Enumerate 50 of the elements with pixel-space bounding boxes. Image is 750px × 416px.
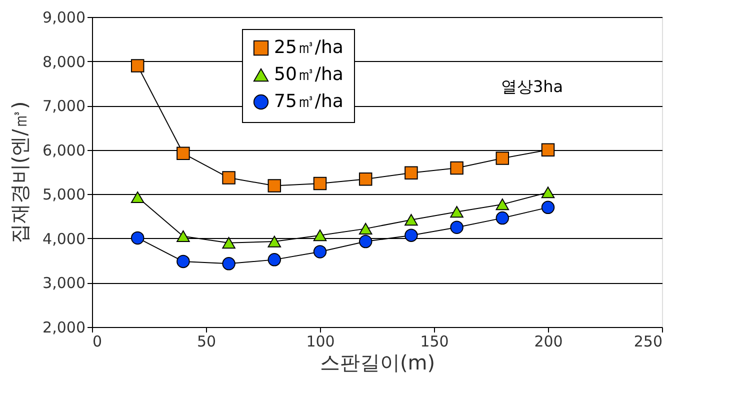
x-tick-label: 100 bbox=[306, 332, 335, 350]
point bbox=[541, 143, 555, 156]
y-tick-label: 5,000 bbox=[42, 186, 86, 204]
point bbox=[222, 237, 236, 249]
legend-label: 50㎥/ha bbox=[274, 64, 344, 85]
point bbox=[268, 253, 282, 266]
point bbox=[496, 198, 510, 210]
point bbox=[222, 171, 236, 184]
point bbox=[496, 211, 510, 225]
point bbox=[268, 179, 282, 192]
y-tick-label: 7,000 bbox=[42, 97, 86, 116]
point bbox=[450, 206, 464, 218]
point bbox=[176, 230, 190, 242]
point bbox=[404, 214, 418, 226]
point bbox=[268, 236, 282, 248]
y-tick-label: 6,000 bbox=[42, 141, 86, 160]
point bbox=[313, 176, 327, 190]
point bbox=[358, 172, 372, 186]
legend-label: 25㎥/ha bbox=[274, 37, 344, 58]
y-tick-label: 9,000 bbox=[42, 8, 86, 26]
y-tick-label: 3,000 bbox=[42, 274, 86, 292]
x-tick-label: 0 bbox=[92, 332, 102, 350]
point bbox=[130, 231, 144, 245]
point bbox=[496, 152, 510, 165]
y-tick-label: 4,000 bbox=[42, 230, 86, 248]
point bbox=[313, 230, 327, 242]
point bbox=[358, 234, 372, 248]
annotation: 열상3ha bbox=[500, 77, 564, 96]
x-axis-title: 스판길이(m) bbox=[320, 350, 436, 374]
point bbox=[176, 254, 190, 268]
x-tick-label: 50 bbox=[196, 332, 216, 350]
x-tick-label: 150 bbox=[420, 332, 449, 350]
legend-label: 75㎥/ha bbox=[274, 91, 344, 112]
y-tick-label: 2,000 bbox=[42, 318, 86, 336]
point bbox=[450, 220, 464, 234]
point bbox=[541, 200, 555, 214]
point bbox=[541, 186, 555, 198]
x-tick-label: 250 bbox=[634, 332, 662, 350]
point bbox=[130, 59, 144, 72]
point bbox=[404, 228, 418, 242]
y-tick-label: 8,000 bbox=[42, 52, 86, 71]
point bbox=[358, 222, 372, 234]
point bbox=[313, 245, 327, 258]
x-tick-label: 200 bbox=[534, 332, 563, 350]
point bbox=[404, 166, 418, 180]
point bbox=[130, 191, 144, 204]
point bbox=[450, 161, 464, 175]
point bbox=[222, 257, 236, 270]
y-axis-title: 집재경비(엔/㎥) bbox=[8, 101, 32, 244]
point bbox=[176, 146, 190, 160]
